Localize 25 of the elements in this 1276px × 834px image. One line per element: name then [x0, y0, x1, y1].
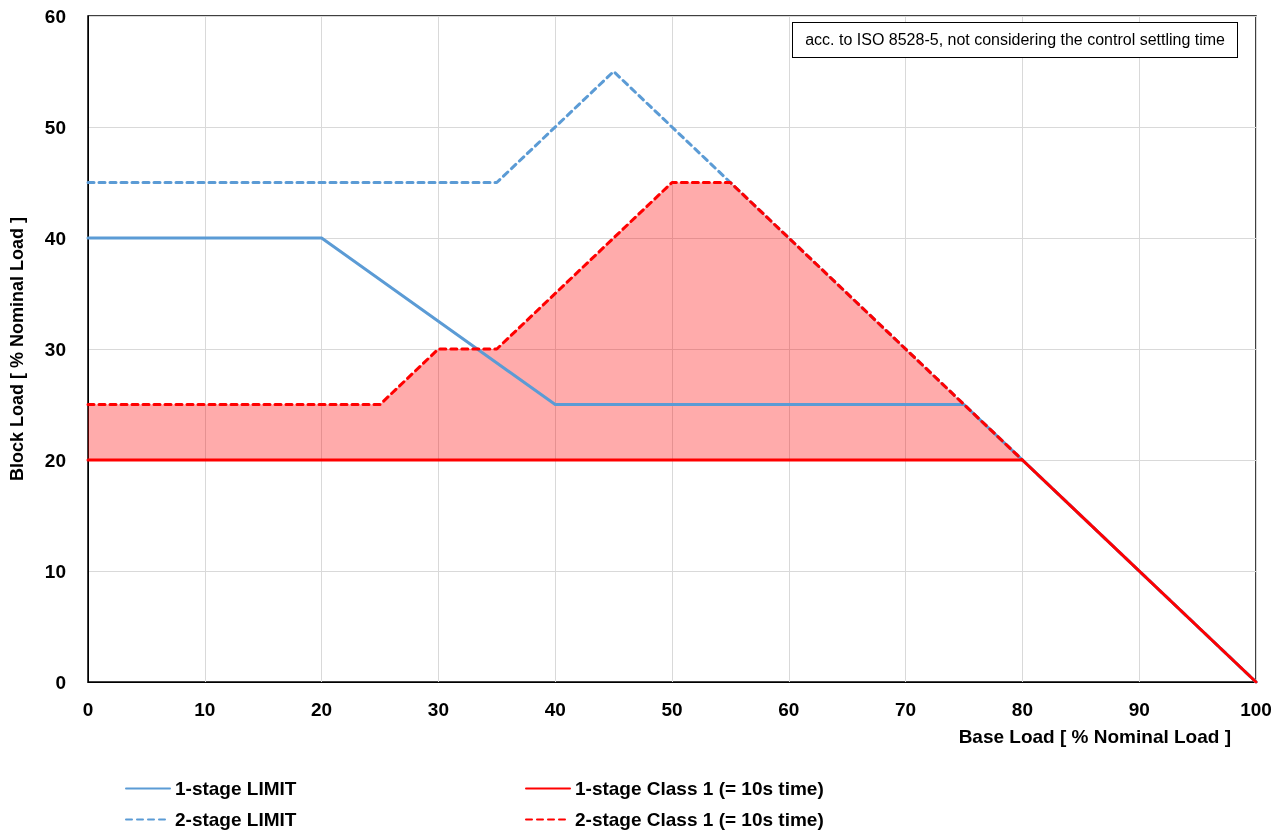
x-tick-label: 0 [82, 699, 94, 720]
x-tick-label: 100 [1240, 699, 1272, 720]
x-tick-label: 30 [427, 699, 449, 720]
y-tick-label: 60 [44, 5, 66, 27]
y-tick-label: 20 [44, 449, 66, 471]
y-tick-label: 30 [44, 338, 66, 360]
x-tick-label: 20 [311, 699, 333, 720]
legend-label: 2-stage Class 1 (= 10s time) [575, 809, 824, 830]
x-axis-title: Base Load [ % Nominal Load ] [958, 726, 1232, 747]
x-tick-label: 90 [1128, 699, 1150, 720]
y-tick-label: 50 [44, 116, 66, 138]
x-tick-label: 70 [895, 699, 917, 720]
y-tick-label: 40 [44, 227, 66, 249]
x-tick-label: 50 [661, 699, 683, 720]
x-tick-label: 60 [778, 699, 800, 720]
legend-label: 1-stage LIMIT [175, 778, 297, 799]
x-tick-label: 10 [194, 699, 216, 720]
x-tick-label: 40 [544, 699, 566, 720]
legend-label: 2-stage LIMIT [175, 809, 297, 830]
y-tick-label: 0 [55, 671, 66, 693]
y-tick-label: 10 [44, 560, 66, 582]
x-tick-label: 80 [1011, 699, 1033, 720]
annotation: acc. to ISO 8528-5, not considering the control settling time [792, 22, 1238, 58]
legend-label: 1-stage Class 1 (= 10s time) [575, 778, 824, 799]
y-axis-title: Block Load [ % Nominal Load ] [7, 216, 27, 482]
